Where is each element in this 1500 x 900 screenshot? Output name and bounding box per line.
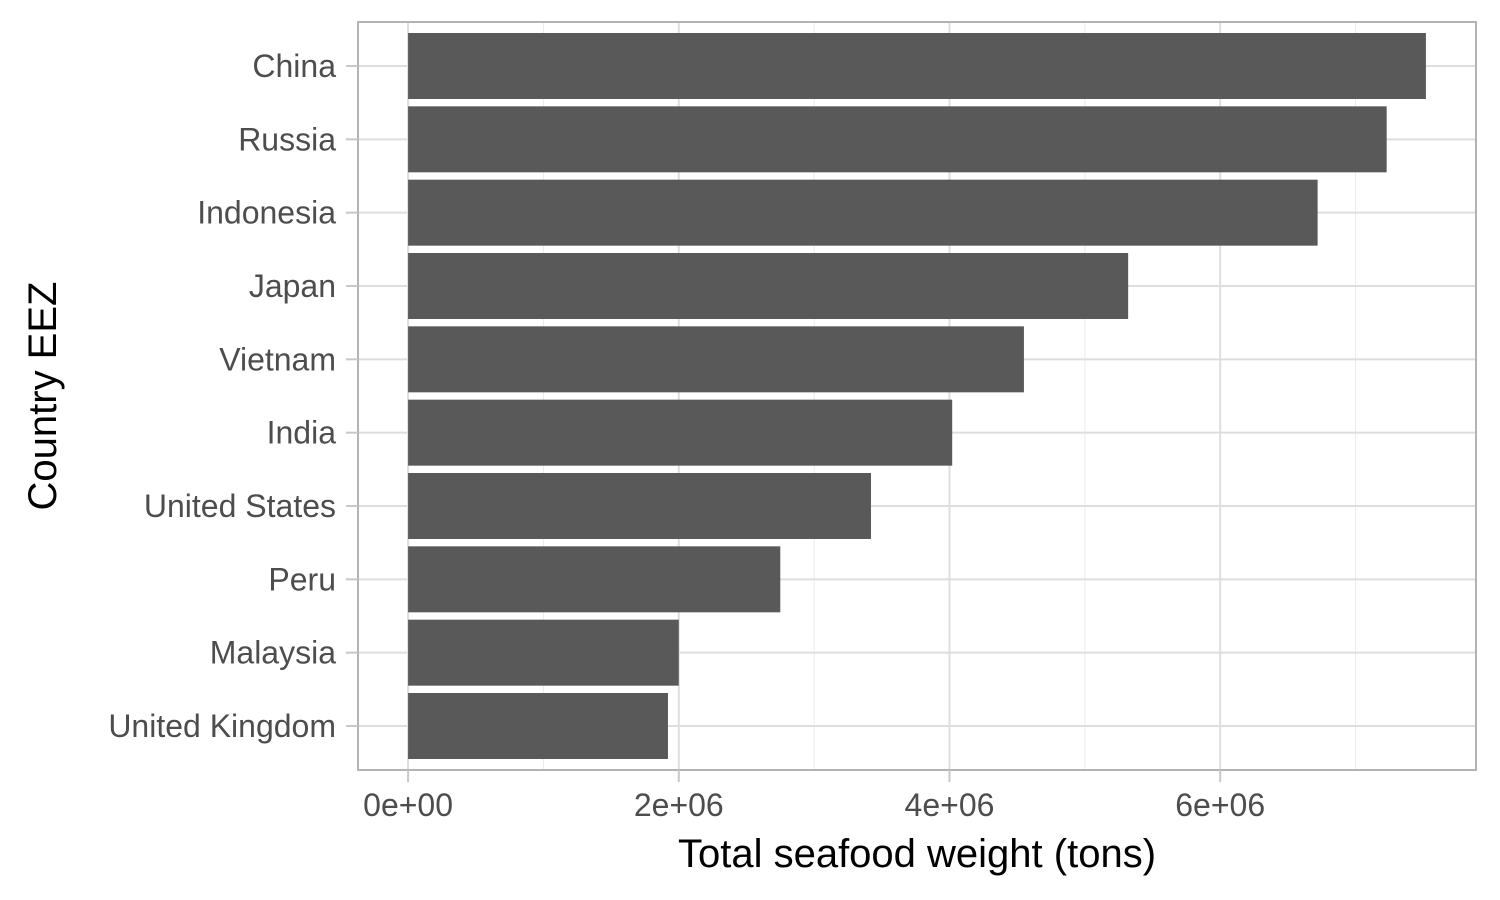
- y-tick-label: Malaysia: [210, 635, 336, 671]
- x-tick-label: 6e+06: [1175, 787, 1265, 823]
- y-tick-label: Russia: [238, 121, 336, 157]
- y-axis-title: Country EEZ: [21, 282, 65, 511]
- y-tick-label: Indonesia: [197, 195, 336, 231]
- panel-border: [357, 21, 1477, 771]
- y-tick-label: China: [252, 48, 336, 84]
- bar: [408, 106, 1387, 173]
- y-axis: China Russia Indonesia Japan Vietnam India Uni…: [108, 48, 358, 744]
- x-tick-label: 2e+06: [634, 787, 724, 823]
- x-tick-label: 0e+00: [363, 787, 453, 823]
- bar: [408, 546, 781, 613]
- x-tick-label: 4e+06: [905, 787, 995, 823]
- bar: [408, 619, 679, 686]
- bar: [408, 179, 1318, 246]
- x-axis: 0e+00 2e+06 4e+06 6e+06: [363, 770, 1265, 823]
- y-tick-label: Vietnam: [219, 341, 336, 377]
- y-tick-label: United States: [144, 488, 336, 524]
- bar: [408, 473, 871, 539]
- bar: [408, 693, 668, 759]
- y-tick-label: Peru: [268, 561, 336, 597]
- x-axis-title: Total seafood weight (tons): [678, 832, 1156, 876]
- bar: [408, 253, 1129, 319]
- bar: [408, 33, 1426, 99]
- y-tick-label: Japan: [249, 268, 336, 304]
- bar: [408, 399, 953, 466]
- bars: [408, 33, 1426, 759]
- y-tick-label: India: [267, 415, 337, 451]
- bar: [408, 326, 1024, 393]
- y-tick-label: United Kingdom: [108, 708, 336, 744]
